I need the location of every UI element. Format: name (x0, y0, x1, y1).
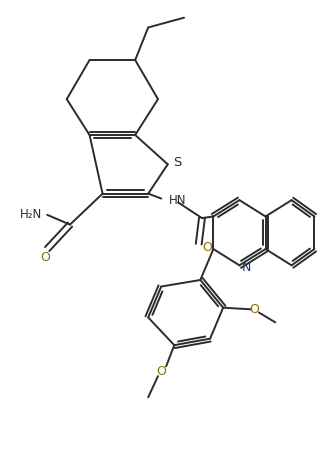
Text: H₂N: H₂N (20, 208, 42, 221)
Text: O: O (156, 365, 166, 378)
Text: N: N (242, 261, 251, 274)
Text: O: O (40, 251, 51, 264)
Text: HN: HN (169, 194, 186, 207)
Text: S: S (173, 156, 182, 169)
Text: O: O (202, 241, 212, 254)
Text: O: O (249, 303, 259, 316)
